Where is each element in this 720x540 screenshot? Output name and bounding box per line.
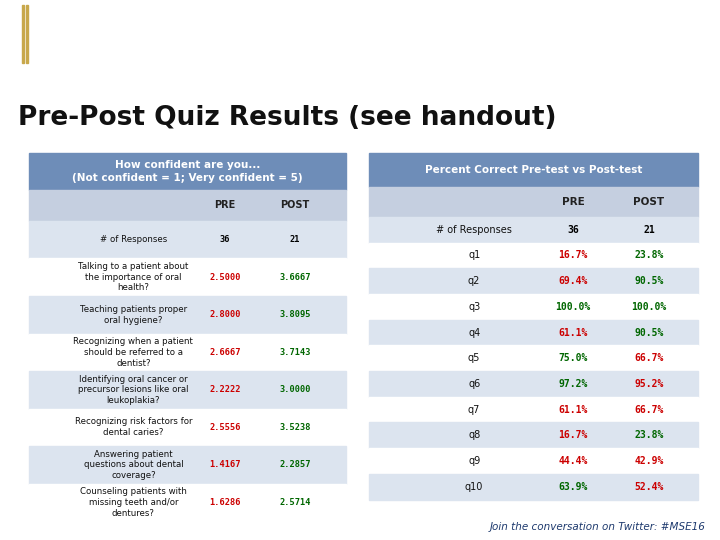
Text: 36: 36 <box>220 235 230 244</box>
Bar <box>369 422 698 448</box>
Text: 21: 21 <box>289 235 300 244</box>
Text: Recognizing when a patient
should be referred to a
dentist?: Recognizing when a patient should be ref… <box>73 337 193 368</box>
Text: 23.8%: 23.8% <box>634 430 664 440</box>
Text: # of Responses: # of Responses <box>99 235 167 244</box>
Text: 75.0%: 75.0% <box>559 353 588 363</box>
Text: 3.6667: 3.6667 <box>279 273 310 282</box>
Text: q3: q3 <box>468 302 480 312</box>
Text: 2.5714: 2.5714 <box>279 498 310 507</box>
Text: 90.5%: 90.5% <box>634 328 664 338</box>
Text: Pre-Post Quiz Results (see handout): Pre-Post Quiz Results (see handout) <box>18 105 557 131</box>
Text: 66.7%: 66.7% <box>634 353 664 363</box>
Bar <box>29 409 346 446</box>
Text: 66.7%: 66.7% <box>634 404 664 415</box>
Text: 2.8000: 2.8000 <box>210 310 241 319</box>
Text: 95.2%: 95.2% <box>634 379 664 389</box>
Text: 36: 36 <box>567 225 579 235</box>
Bar <box>369 346 698 371</box>
Text: Counseling patients with
missing teeth and/or
dentures?: Counseling patients with missing teeth a… <box>80 487 186 518</box>
Text: q2: q2 <box>468 276 480 286</box>
Bar <box>29 153 346 190</box>
Bar <box>369 397 698 422</box>
Bar <box>369 371 698 397</box>
Text: q5: q5 <box>468 353 480 363</box>
Text: q9: q9 <box>468 456 480 466</box>
Text: 21: 21 <box>643 225 654 235</box>
Text: 44.4%: 44.4% <box>559 456 588 466</box>
Text: 61.1%: 61.1% <box>559 328 588 338</box>
Bar <box>29 334 346 371</box>
Text: Teaching patients proper
oral hygiene?: Teaching patients proper oral hygiene? <box>80 305 187 325</box>
Bar <box>369 217 698 242</box>
Text: 23.8%: 23.8% <box>634 251 664 260</box>
Text: POST: POST <box>634 197 665 207</box>
Text: 63.9%: 63.9% <box>559 482 588 491</box>
Text: 90.5%: 90.5% <box>634 276 664 286</box>
Text: Recognizing risk factors for
dental caries?: Recognizing risk factors for dental cari… <box>75 417 192 437</box>
Text: 1.6286: 1.6286 <box>210 498 241 507</box>
Text: STFM Conference on: STFM Conference on <box>35 13 141 23</box>
Text: 3.5238: 3.5238 <box>279 423 310 432</box>
Bar <box>369 320 698 346</box>
Text: 97.2%: 97.2% <box>559 379 588 389</box>
Bar <box>29 259 346 296</box>
Text: Identifying oral cancer or
precursor lesions like oral
leukoplakia?: Identifying oral cancer or precursor les… <box>78 375 189 405</box>
Text: Join the conversation on Twitter: #MSE16: Join the conversation on Twitter: #MSE16 <box>490 522 706 532</box>
Text: 3.8095: 3.8095 <box>279 310 310 319</box>
Bar <box>369 474 698 500</box>
Text: 1.4167: 1.4167 <box>210 460 241 469</box>
Text: Talking to a patient about
the importance of oral
health?: Talking to a patient about the importanc… <box>78 262 189 293</box>
Bar <box>26 5 28 63</box>
Text: 100.0%: 100.0% <box>631 302 667 312</box>
Bar <box>369 268 698 294</box>
Bar <box>29 371 346 409</box>
Text: Medical Student Education: Medical Student Education <box>35 37 306 55</box>
Text: q8: q8 <box>468 430 480 440</box>
Text: q1: q1 <box>468 251 480 260</box>
Text: 2.2857: 2.2857 <box>279 460 310 469</box>
Bar <box>29 296 346 334</box>
Bar <box>369 153 698 187</box>
Bar <box>369 448 698 474</box>
Bar <box>29 484 346 521</box>
Bar <box>29 446 346 484</box>
Text: 52.4%: 52.4% <box>634 482 664 491</box>
Text: # of Responses: # of Responses <box>436 225 512 235</box>
Text: q10: q10 <box>465 482 483 491</box>
Text: 2.6667: 2.6667 <box>210 348 241 357</box>
Text: 61.1%: 61.1% <box>559 404 588 415</box>
Bar <box>369 187 698 217</box>
Text: 2.2222: 2.2222 <box>210 385 241 394</box>
Text: q4: q4 <box>468 328 480 338</box>
Text: Percent Correct Pre-test vs Post-test: Percent Correct Pre-test vs Post-test <box>425 165 642 175</box>
Bar <box>369 294 698 320</box>
Text: How confident are you...
(Not confident = 1; Very confident = 5): How confident are you... (Not confident … <box>72 160 302 183</box>
Text: 16.7%: 16.7% <box>559 430 588 440</box>
Bar <box>22 5 24 63</box>
Text: 16.7%: 16.7% <box>559 251 588 260</box>
Text: 100.0%: 100.0% <box>555 302 590 312</box>
Bar <box>29 190 346 221</box>
Text: q7: q7 <box>468 404 480 415</box>
Text: 3.0000: 3.0000 <box>279 385 310 394</box>
Text: PRE: PRE <box>215 200 236 210</box>
Text: q6: q6 <box>468 379 480 389</box>
Text: 2.5000: 2.5000 <box>210 273 241 282</box>
Text: 42.9%: 42.9% <box>634 456 664 466</box>
Text: 69.4%: 69.4% <box>559 276 588 286</box>
Text: PRE: PRE <box>562 197 585 207</box>
Text: POST: POST <box>280 200 310 210</box>
Text: 3.7143: 3.7143 <box>279 348 310 357</box>
Bar <box>369 242 698 268</box>
Text: Answering patient
questions about dental
coverage?: Answering patient questions about dental… <box>84 450 183 480</box>
Bar <box>29 221 346 259</box>
Text: 2.5556: 2.5556 <box>210 423 241 432</box>
